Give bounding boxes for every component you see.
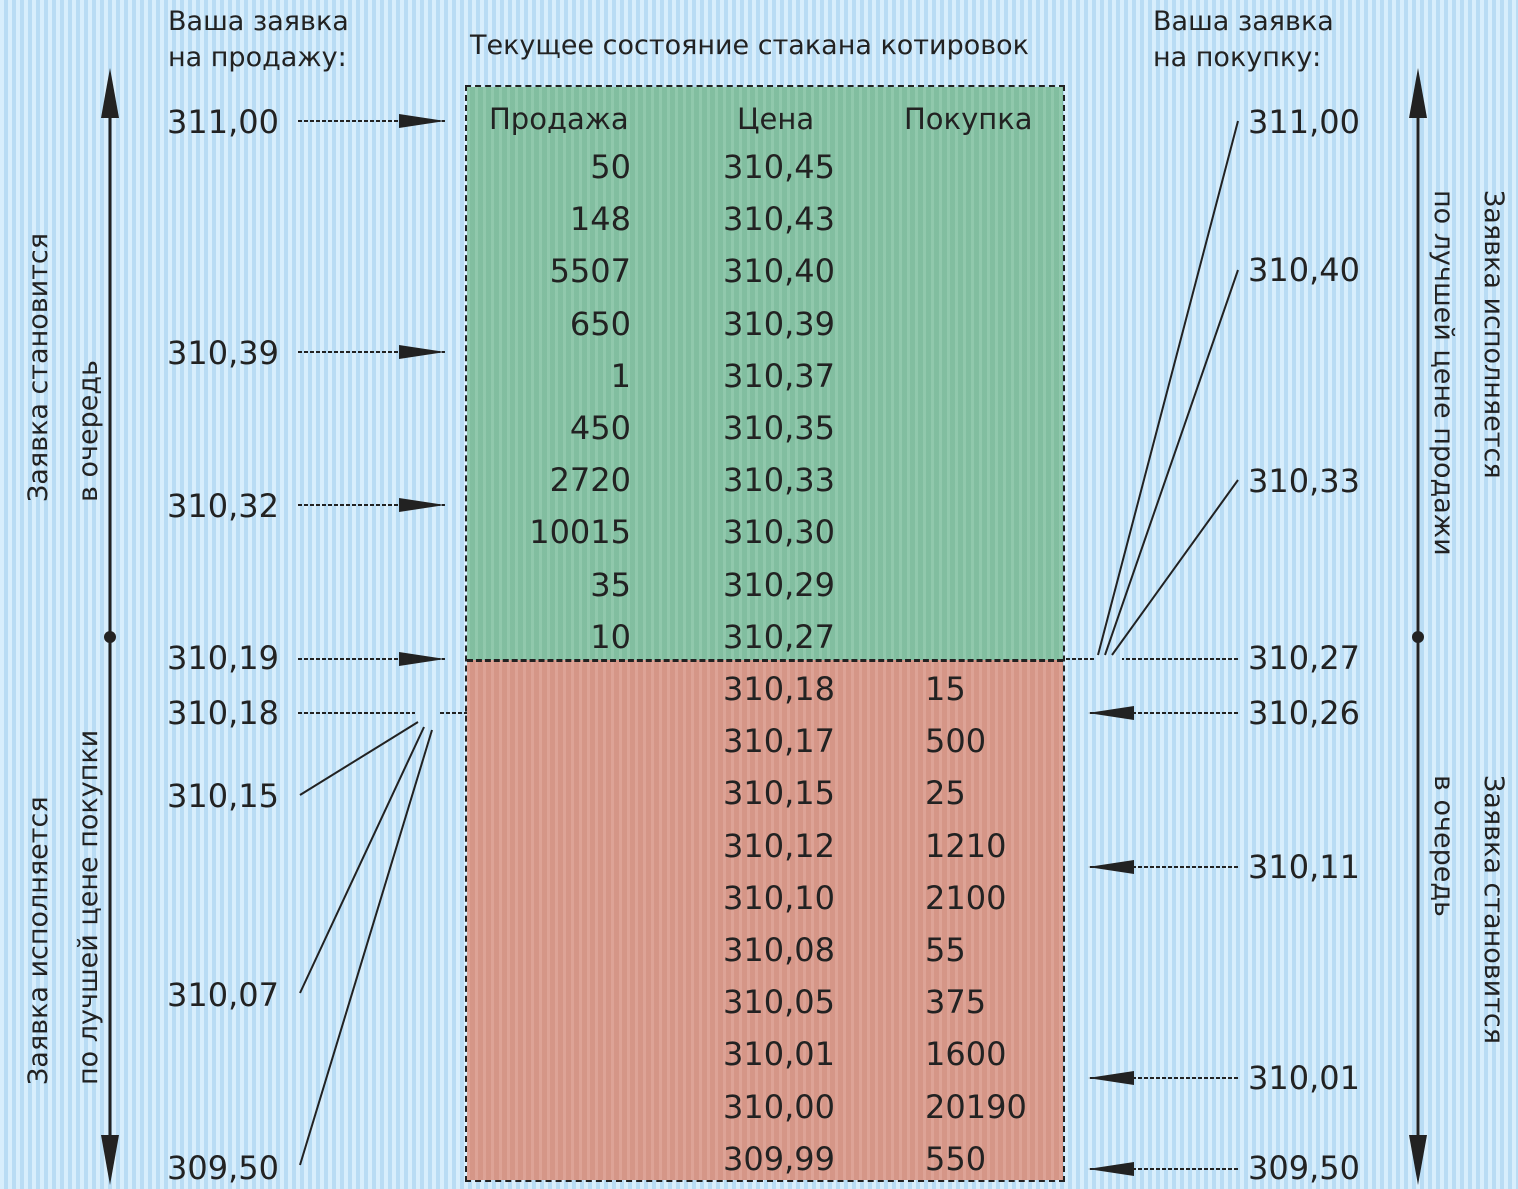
order-book-title: Текущее состояние стакана котировок	[470, 30, 1029, 61]
sell-price-label: 310,07	[167, 976, 279, 1014]
sell-price-label: 310,39	[167, 334, 279, 372]
left-lower-caption: Заявка исполняется по лучшей цене покупк…	[14, 730, 114, 1085]
sell-row-price: 310,33	[723, 461, 835, 500]
right-upper-caption-line2: по лучшей цене продажи	[1428, 190, 1459, 556]
buy-row-qty: 1600	[925, 1035, 1007, 1074]
buy-row-qty: 25	[925, 774, 966, 813]
buy-row-price: 310,15	[723, 774, 835, 813]
buy-row-price: 309,99	[723, 1139, 835, 1178]
sell-row-qty: 5507	[549, 252, 631, 291]
buy-price-label: 310,27	[1248, 639, 1360, 677]
right-lower-caption-line2: в очередь	[1428, 775, 1459, 917]
sell-order-label-line2: на продажу:	[168, 42, 347, 73]
sell-price-label: 309,50	[167, 1149, 279, 1187]
buy-order-label-line1: Ваша заявка	[1153, 6, 1334, 37]
column-header-buy: Покупка	[904, 102, 1033, 136]
column-header-sell: Продажа	[489, 102, 629, 136]
buy-order-label-line2: на покупку:	[1153, 42, 1322, 73]
right-upper-caption-line1: Заявка исполняется	[1478, 190, 1509, 479]
sell-row-price: 310,45	[723, 148, 835, 186]
buy-price-label: 310,11	[1248, 848, 1360, 886]
right-lower-caption-line1: Заявка становится	[1478, 775, 1509, 1045]
buy-row-qty: 55	[925, 931, 966, 969]
right-lower-caption: Заявка становится в очередь	[1418, 775, 1518, 1044]
buy-row-price: 310,10	[723, 878, 835, 917]
sell-price-label: 310,15	[167, 777, 279, 815]
left-lower-caption-line1: Заявка исполняется	[23, 796, 54, 1085]
sell-row-qty: 148	[569, 200, 631, 239]
sell-row-price: 310,43	[723, 200, 835, 239]
sell-row-qty: 35	[590, 565, 631, 604]
sell-row-qty: 1	[610, 356, 631, 395]
sell-row-price: 310,30	[723, 513, 835, 552]
buy-row-qty: 20190	[925, 1087, 1027, 1126]
buy-row-price: 310,08	[723, 931, 835, 969]
buy-price-label: 310,40	[1248, 251, 1360, 289]
sell-order-label: Ваша заявка на продажу:	[168, 4, 349, 76]
sell-row-price: 310,40	[723, 252, 835, 291]
buy-price-label: 311,00	[1248, 103, 1360, 141]
buy-row-qty: 500	[925, 722, 987, 761]
sell-price-label: 310,18	[167, 694, 279, 732]
sell-order-label-line1: Ваша заявка	[168, 6, 349, 37]
sell-row-qty: 2720	[549, 461, 631, 500]
sell-row-price: 310,27	[723, 617, 835, 656]
sell-zone	[467, 87, 1063, 660]
buy-price-label: 310,26	[1248, 694, 1360, 732]
buy-row-qty: 15	[925, 670, 966, 708]
sell-row-price: 310,37	[723, 356, 835, 395]
order-book: Продажа Цена Покупка 50 310,45 148 310,43 55…	[465, 85, 1065, 1182]
right-upper-caption: Заявка исполняется по лучшей цене продаж…	[1418, 190, 1518, 556]
sell-price-label: 311,00	[167, 103, 279, 141]
sell-row-qty: 450	[569, 409, 631, 447]
sell-row-qty: 10015	[529, 513, 631, 552]
buy-row-price: 310,12	[723, 826, 835, 865]
left-axis	[101, 68, 119, 1185]
buy-order-label: Ваша заявка на покупку:	[1153, 4, 1334, 76]
left-lower-caption-line2: по лучшей цене покупки	[73, 729, 104, 1085]
buy-zone	[467, 660, 1063, 1180]
sell-row-price: 310,35	[723, 409, 835, 447]
sell-queue-arrows	[298, 114, 445, 666]
buy-row-qty: 550	[925, 1139, 987, 1178]
sell-row-price: 310,39	[723, 304, 835, 343]
buy-price-label: 310,01	[1248, 1059, 1360, 1097]
buy-row-qty: 375	[925, 983, 987, 1022]
spread-divider	[467, 659, 1063, 662]
buy-queue-arrows	[1088, 706, 1238, 1176]
buy-price-label: 309,50	[1248, 1149, 1360, 1187]
buy-row-price: 310,05	[723, 983, 835, 1022]
column-header-price: Цена	[737, 102, 815, 136]
buy-row-qty: 1210	[925, 826, 1007, 865]
buy-row-price: 310,18	[723, 670, 835, 708]
buy-price-label: 310,33	[1248, 462, 1360, 500]
buy-row-qty: 2100	[925, 878, 1007, 917]
left-upper-caption-line1: Заявка становится	[23, 232, 54, 502]
sell-price-label: 310,19	[167, 639, 279, 677]
sell-price-label: 310,32	[167, 487, 279, 525]
right-axis	[1409, 68, 1427, 1185]
buy-row-price: 310,17	[723, 722, 835, 761]
sell-row-qty: 10	[590, 617, 631, 656]
buy-row-price: 310,01	[723, 1035, 835, 1074]
buy-row-price: 310,00	[723, 1087, 835, 1126]
left-upper-caption: Заявка становится в очередь	[14, 233, 114, 502]
sell-row-qty: 650	[569, 304, 631, 343]
sell-row-price: 310,29	[723, 565, 835, 604]
left-upper-caption-line2: в очередь	[73, 360, 104, 502]
sell-row-qty: 50	[590, 148, 631, 186]
